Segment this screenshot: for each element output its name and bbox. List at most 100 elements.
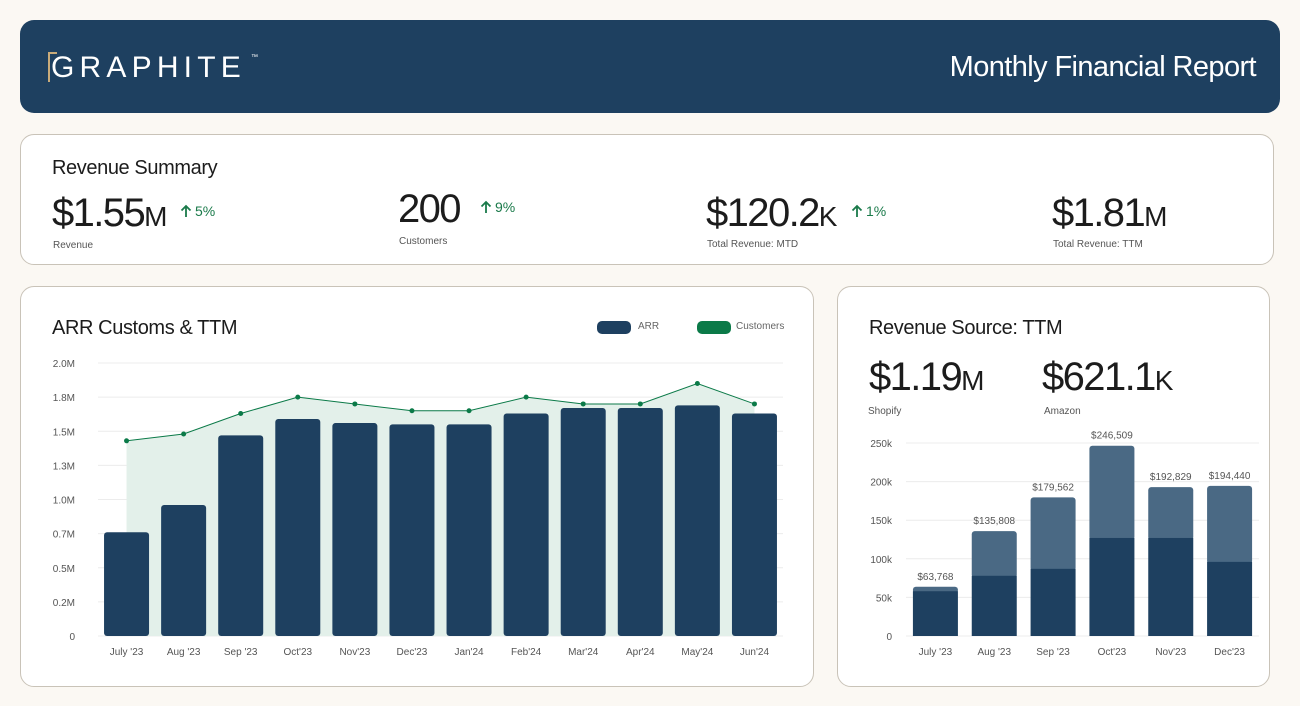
kpi-value: $1.19M [869, 355, 985, 399]
arr-bar [218, 435, 264, 636]
shopify-bar-segment [1207, 561, 1253, 636]
arr-bar [389, 424, 435, 636]
customers-point [238, 411, 244, 417]
arr-chart-card: ARR Customs & TTM ARR Customers 0 0.2M 0.5… [20, 286, 814, 687]
x-tick-label: Oct'23 [1098, 647, 1127, 658]
revenue-source-chart-svg: 0 50k 100k 150k 200k 250k $63,768 July '23 $135,… [870, 431, 1259, 658]
x-tick-label: Nov'23 [339, 647, 370, 658]
y-tick-label: 0.7M [53, 530, 75, 541]
x-tick-label: July '23 [919, 647, 953, 658]
kpi-delta-up: 5% [180, 203, 215, 219]
arr-bar [275, 418, 321, 636]
y-tick-label: 0 [69, 632, 75, 643]
kpi-amazon: $621.1K Amazon [1042, 355, 1173, 417]
bar-total-label: $135,808 [973, 516, 1015, 527]
logo-bracket-mark [48, 52, 57, 82]
report-title: Monthly Financial Report [949, 51, 1257, 83]
customers-legend-label: Customers [736, 321, 785, 332]
arr-bar [161, 504, 207, 636]
customers-point [751, 401, 757, 407]
customers-point [466, 408, 472, 414]
x-tick-label: Mar'24 [568, 647, 599, 658]
x-tick-label: Aug '23 [977, 647, 1011, 658]
amazon-bar-segment [1089, 445, 1135, 540]
customers-point [409, 408, 415, 414]
amazon-bar-segment [1148, 487, 1194, 540]
arr-chart-svg: 0 0.2M 0.5M 0.7M 1.0M 1.3M 1.5M 1.8M 2.0M July '2… [53, 359, 783, 658]
revenue-source-title: Revenue Source: TTM [869, 317, 1063, 339]
kpi-label: Revenue [53, 240, 94, 251]
x-tick-label: Sep '23 [1036, 647, 1070, 658]
kpi-label: Total Revenue: MTD [707, 239, 799, 250]
arr-bar [560, 408, 606, 636]
customers-point [523, 394, 529, 400]
revenue-summary-card: Revenue Summary $1.55M 5% Revenue 200 9%… [20, 134, 1274, 265]
y-tick-label: 2.0M [53, 359, 75, 370]
bar-total-label: $194,440 [1209, 471, 1251, 482]
customers-legend-swatch [697, 321, 731, 334]
arr-bar [104, 532, 150, 636]
customers-point [580, 401, 586, 407]
y-tick-label: 200k [870, 478, 893, 489]
shopify-bar-segment [1148, 537, 1194, 636]
arrow-up-icon [180, 204, 192, 217]
y-tick-label: 100k [870, 555, 893, 566]
y-tick-label: 1.3M [53, 461, 75, 472]
kpi-delta-up: 1% [851, 203, 886, 219]
arr-bar [332, 423, 378, 636]
customers-point [295, 394, 301, 400]
kpi-label: Shopify [868, 406, 902, 417]
arr-bar [446, 424, 492, 636]
x-tick-label: May'24 [681, 647, 713, 658]
kpi-label: Customers [399, 236, 448, 247]
arr-bar [674, 405, 720, 636]
y-tick-label: 0.2M [53, 598, 75, 609]
arrow-up-icon [480, 200, 492, 213]
customers-line [126, 382, 755, 442]
kpi-value: $120.2K [706, 191, 838, 235]
kpi-total-revenue-mtd: $120.2K 1% Total Revenue: MTD [706, 191, 886, 250]
bar-total-label: $192,829 [1150, 472, 1192, 483]
revenue-summary-title: Revenue Summary [52, 157, 218, 179]
bar-total-label: $179,562 [1032, 482, 1074, 493]
kpi-shopify: $1.19M Shopify [868, 355, 985, 417]
kpi-value: $1.81M [1052, 191, 1168, 235]
x-tick-label: Dec'23 [1214, 647, 1245, 658]
arrow-up-icon [851, 204, 863, 217]
y-tick-label: 150k [870, 516, 893, 527]
y-tick-label: 1.5M [53, 427, 75, 438]
arr-legend-swatch [597, 321, 631, 334]
y-tick-label: 0.5M [53, 564, 75, 575]
x-tick-label: Oct'23 [283, 647, 312, 658]
y-tick-label: 0 [886, 632, 892, 643]
x-tick-label: Apr'24 [626, 647, 655, 658]
arr-bar [731, 413, 777, 636]
revenue-source-card: Revenue Source: TTM $1.19M Shopify $621.… [837, 286, 1270, 687]
y-tick-label: 250k [870, 439, 893, 450]
customers-point [637, 401, 643, 407]
kpi-value: $1.55M [52, 191, 168, 235]
kpi-label: Total Revenue: TTM [1053, 239, 1143, 250]
shopify-bar-segment [1089, 537, 1135, 636]
shopify-bar-segment [971, 575, 1017, 636]
kpi-customers: 200 9% Customers [398, 187, 515, 247]
x-tick-label: Sep '23 [224, 647, 258, 658]
kpi-delta-up: 9% [480, 199, 515, 215]
x-tick-label: Jun'24 [740, 647, 770, 658]
arr-legend-label: ARR [638, 321, 660, 332]
x-tick-label: July '23 [110, 647, 144, 658]
kpi-revenue: $1.55M 5% Revenue [52, 191, 215, 251]
arr-bar [503, 413, 549, 636]
kpi-total-revenue-ttm: $1.81M Total Revenue: TTM [1052, 191, 1168, 250]
y-tick-label: 50k [876, 593, 893, 604]
y-tick-label: 1.8M [53, 393, 75, 404]
customers-point [124, 438, 130, 444]
bar-total-label: $246,509 [1091, 431, 1133, 442]
x-tick-label: Dec'23 [397, 647, 428, 658]
kpi-label: Amazon [1044, 406, 1081, 417]
x-tick-label: Feb'24 [511, 647, 542, 658]
x-tick-label: Nov'23 [1155, 647, 1186, 658]
bar-total-label: $63,768 [917, 572, 954, 583]
shopify-bar-segment [912, 591, 958, 636]
shopify-bar-segment [1030, 568, 1076, 636]
